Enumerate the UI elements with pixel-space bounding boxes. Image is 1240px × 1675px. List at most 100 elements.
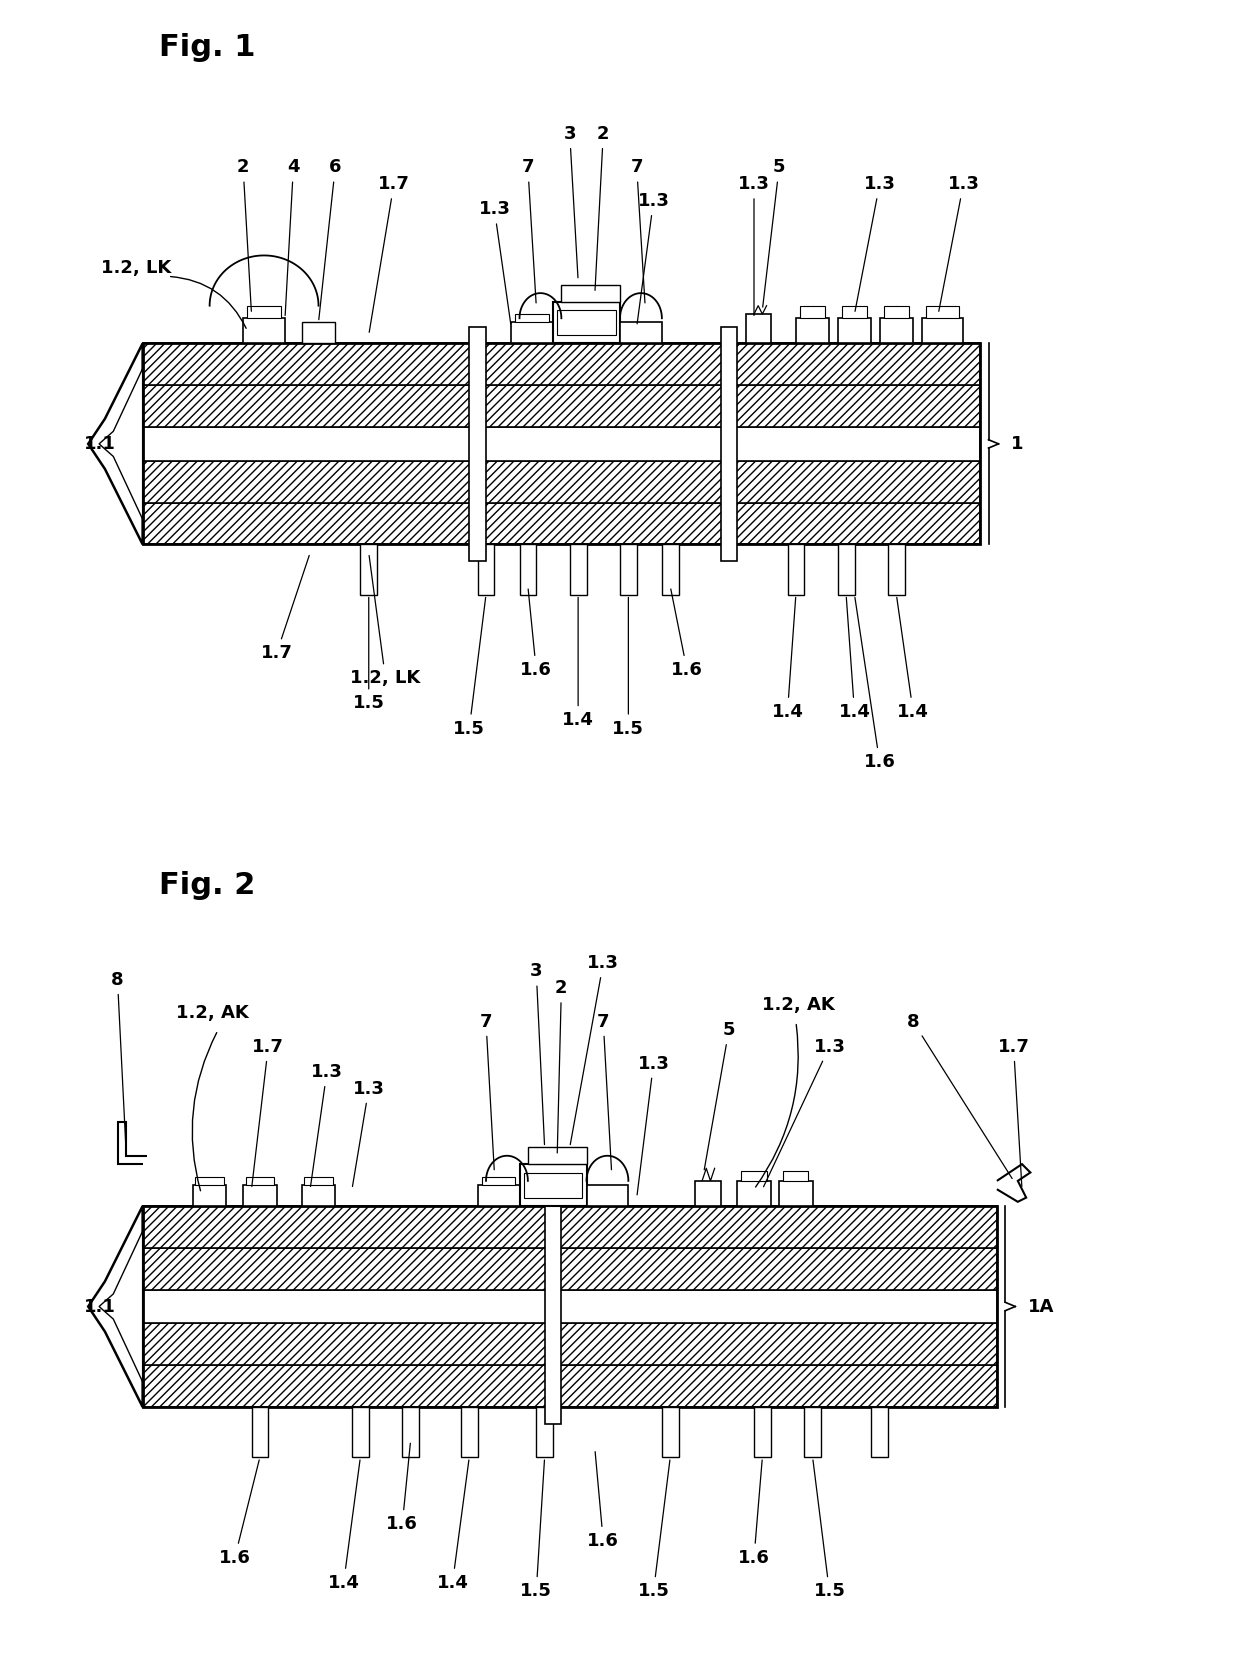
- Bar: [779, 1181, 812, 1206]
- Text: 1.5: 1.5: [454, 598, 486, 737]
- Bar: [143, 1206, 997, 1248]
- Polygon shape: [88, 1206, 143, 1407]
- Polygon shape: [99, 1231, 143, 1382]
- Text: 8: 8: [112, 971, 125, 1144]
- Text: 1.1: 1.1: [84, 1298, 115, 1315]
- Text: 3: 3: [529, 963, 544, 1144]
- Text: 1.7: 1.7: [998, 1038, 1029, 1186]
- Text: 1.7: 1.7: [252, 1038, 284, 1186]
- Text: 7: 7: [630, 159, 645, 303]
- Text: 1.7: 1.7: [260, 556, 309, 662]
- Bar: [143, 427, 980, 461]
- Bar: [662, 1407, 678, 1457]
- Bar: [143, 1248, 997, 1290]
- Bar: [738, 1181, 771, 1206]
- Bar: [511, 322, 553, 343]
- Bar: [745, 315, 771, 343]
- Text: 1.2, AK: 1.2, AK: [176, 1005, 249, 1022]
- Bar: [805, 1407, 821, 1457]
- Bar: [787, 544, 805, 595]
- Text: 1.5: 1.5: [353, 598, 384, 712]
- Bar: [477, 1186, 520, 1206]
- Bar: [872, 1407, 888, 1457]
- Bar: [193, 1186, 227, 1206]
- Bar: [838, 318, 872, 343]
- Text: 1.5: 1.5: [637, 1461, 670, 1600]
- Bar: [696, 1181, 720, 1206]
- Text: 1.3: 1.3: [637, 1055, 670, 1194]
- Text: 1.5: 1.5: [813, 1461, 846, 1600]
- Bar: [796, 318, 830, 343]
- Text: 1.3: 1.3: [352, 1080, 384, 1186]
- Text: 1.1: 1.1: [84, 436, 115, 452]
- Text: 1.6: 1.6: [521, 590, 552, 678]
- Text: 1.5: 1.5: [521, 1461, 552, 1600]
- Bar: [562, 285, 620, 301]
- Bar: [143, 1206, 997, 1407]
- Text: 7: 7: [522, 159, 536, 303]
- Text: 3: 3: [563, 126, 578, 278]
- Text: 1.4: 1.4: [562, 598, 594, 729]
- Bar: [301, 1186, 335, 1206]
- Text: Fig. 1: Fig. 1: [160, 34, 255, 62]
- Text: 2: 2: [595, 126, 610, 290]
- Text: 1.3: 1.3: [637, 193, 670, 323]
- Bar: [884, 305, 909, 318]
- Bar: [536, 1407, 553, 1457]
- Text: 1.3: 1.3: [856, 176, 895, 312]
- Text: 1.4: 1.4: [771, 598, 804, 720]
- Bar: [402, 1407, 419, 1457]
- Bar: [143, 461, 980, 502]
- Text: 1.6: 1.6: [387, 1444, 418, 1533]
- Bar: [246, 1176, 274, 1186]
- Bar: [742, 1171, 766, 1181]
- Text: 1.2, LK: 1.2, LK: [100, 260, 171, 276]
- Bar: [800, 305, 825, 318]
- Bar: [620, 544, 637, 595]
- Bar: [143, 1323, 997, 1365]
- Bar: [587, 1186, 629, 1206]
- Bar: [879, 318, 913, 343]
- Bar: [352, 1407, 368, 1457]
- Text: 7: 7: [480, 1013, 495, 1169]
- Bar: [143, 1290, 997, 1323]
- Text: 1.3: 1.3: [939, 176, 980, 312]
- Bar: [523, 1172, 583, 1198]
- Text: 1.4: 1.4: [838, 598, 870, 720]
- Bar: [544, 1189, 562, 1424]
- Bar: [143, 343, 980, 385]
- Text: 1.7: 1.7: [370, 176, 409, 332]
- Bar: [243, 1186, 277, 1206]
- Text: 1.4: 1.4: [327, 1461, 360, 1591]
- Bar: [528, 1147, 587, 1164]
- Bar: [252, 1407, 268, 1457]
- Polygon shape: [99, 368, 143, 519]
- Bar: [304, 1176, 332, 1186]
- Bar: [247, 305, 280, 318]
- Text: 1.4: 1.4: [436, 1461, 469, 1591]
- Bar: [926, 305, 960, 318]
- Bar: [784, 1171, 808, 1181]
- Text: 1.2, AK: 1.2, AK: [763, 997, 835, 1013]
- Bar: [196, 1176, 224, 1186]
- Bar: [243, 318, 285, 343]
- Bar: [516, 315, 549, 322]
- Text: 1.6: 1.6: [738, 1461, 770, 1566]
- Text: 6: 6: [319, 159, 341, 320]
- Text: 5: 5: [704, 1022, 735, 1169]
- Bar: [557, 310, 616, 335]
- Bar: [477, 544, 495, 595]
- Text: 7: 7: [596, 1013, 611, 1169]
- Text: 1.3: 1.3: [764, 1038, 846, 1186]
- Text: 8: 8: [906, 1013, 1012, 1179]
- Text: 5: 5: [763, 159, 785, 307]
- Bar: [143, 385, 980, 427]
- Polygon shape: [88, 343, 143, 544]
- Text: 1.6: 1.6: [218, 1461, 259, 1566]
- Text: 1.6: 1.6: [854, 598, 895, 771]
- Bar: [301, 322, 335, 343]
- Bar: [143, 1365, 997, 1407]
- Text: 1.3: 1.3: [570, 955, 619, 1144]
- Bar: [662, 544, 678, 595]
- Text: 1.3: 1.3: [479, 201, 511, 323]
